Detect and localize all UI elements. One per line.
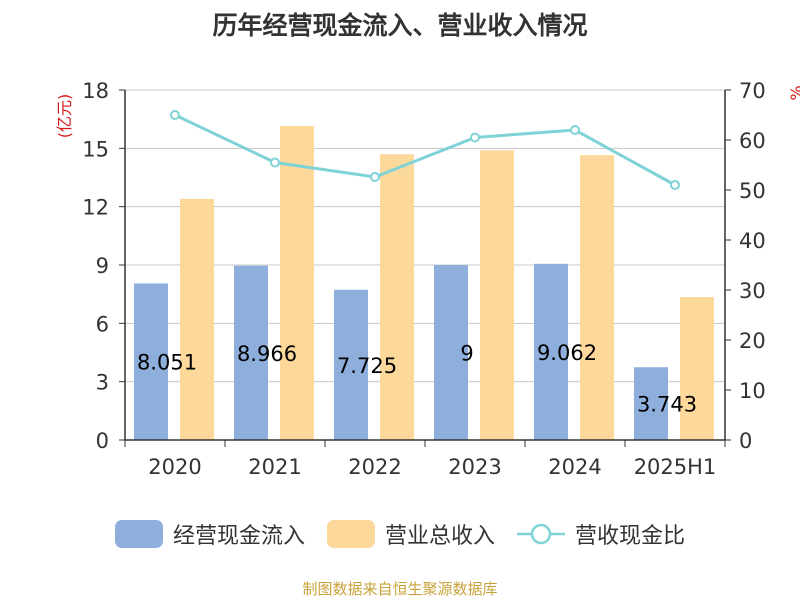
right-tick-label: 70 — [739, 79, 766, 103]
right-tick-label: 0 — [739, 429, 752, 453]
bar-cash-flow — [134, 283, 168, 440]
right-tick-label: 50 — [739, 179, 766, 203]
point-ratio — [570, 125, 580, 135]
x-tick-label: 2025H1 — [634, 455, 717, 479]
legend-label-revenue: 营业总收入 — [384, 524, 495, 549]
legend-item-revenue[interactable]: 营业总收入 — [326, 518, 495, 550]
point-ratio — [470, 132, 480, 143]
x-tick-label: 2024 — [548, 455, 601, 479]
bar-cash-flow — [334, 289, 368, 440]
point-ratio — [270, 157, 280, 168]
point-ratio — [370, 172, 380, 182]
data-label-cash-flow: 8.051 — [137, 351, 197, 375]
bar-revenue — [180, 198, 214, 440]
bar-revenue — [280, 125, 314, 440]
x-tick-label: 2021 — [248, 455, 301, 479]
line-ratio — [174, 113, 676, 187]
legend-item-ratio[interactable]: 营收现金比 — [517, 518, 685, 550]
legend-label-cash-flow: 经营现金流入 — [172, 524, 305, 549]
right-tick-label: 20 — [739, 329, 766, 353]
right-tick-label: 10 — [739, 379, 766, 403]
left-tick-label: 15 — [82, 137, 109, 161]
x-tick-label: 2022 — [348, 455, 401, 479]
data-label-cash-flow: 9 — [460, 342, 473, 366]
legend: 经营现金流入 营业总收入 营收现金比 — [0, 514, 800, 554]
left-tick-label: 0 — [96, 429, 109, 453]
data-label-cash-flow: 8.966 — [237, 342, 297, 366]
chart-title: 历年经营现金流入、营业收入情况 — [212, 11, 588, 40]
bar-cash-flow — [434, 265, 468, 440]
data-label-cash-flow: 7.725 — [337, 354, 397, 378]
left-tick-label: 3 — [96, 371, 109, 395]
right-axis-unit: % — [787, 85, 800, 100]
right-tick-label: 60 — [739, 129, 766, 153]
legend-swatch-revenue — [326, 520, 375, 548]
bar-revenue — [380, 154, 414, 440]
legend-swatch-ratio — [517, 523, 565, 545]
source-note: 制图数据来自恒生聚源数据库 — [302, 580, 498, 598]
x-tick-label: 2020 — [148, 455, 201, 479]
bar-revenue — [580, 155, 614, 440]
bar-revenue — [480, 150, 514, 440]
bar-cash-flow — [634, 367, 668, 440]
left-tick-label: 9 — [96, 254, 109, 278]
legend-item-cash-flow[interactable]: 经营现金流入 — [114, 518, 305, 550]
left-tick-label: 6 — [96, 312, 109, 336]
legend-swatch-cash-flow — [114, 520, 163, 548]
data-label-cash-flow: 3.743 — [637, 393, 697, 417]
bar-revenue — [680, 297, 714, 440]
point-ratio — [670, 180, 680, 190]
point-ratio — [170, 110, 180, 120]
left-tick-label: 18 — [82, 79, 109, 103]
bar-cash-flow — [534, 263, 568, 440]
left-axis-unit: (亿元) — [55, 94, 74, 139]
right-tick-label: 40 — [739, 229, 766, 253]
left-tick-label: 12 — [82, 196, 109, 220]
data-label-cash-flow: 9.062 — [537, 341, 597, 365]
right-tick-label: 30 — [739, 279, 766, 303]
legend-label-ratio: 营收现金比 — [575, 524, 686, 549]
bar-cash-flow — [234, 265, 268, 440]
x-tick-label: 2023 — [448, 455, 501, 479]
